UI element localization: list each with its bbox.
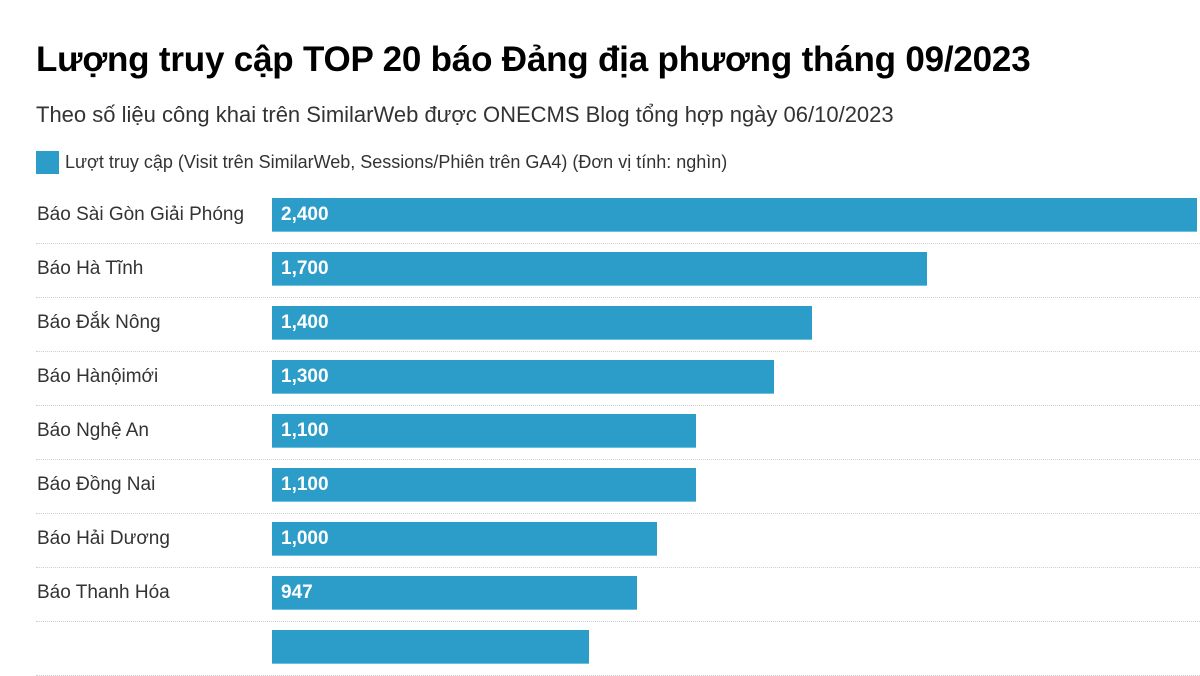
bar-value-label: 2,400 — [281, 204, 329, 225]
bar-row: Báo Đồng Nai 1,100 — [36, 460, 1200, 514]
bar[interactable]: 947 — [272, 576, 637, 610]
chart-title: Lượng truy cập TOP 20 báo Đảng địa phươn… — [36, 40, 1031, 79]
bar-category-label: Báo Sài Gòn Giải Phóng — [37, 204, 245, 225]
bar-category-label: Báo Nghệ An — [37, 420, 149, 441]
bar-row: Báo Hải Dương 1,000 — [36, 514, 1200, 568]
bar-row: Báo Hà Tĩnh 1,700 — [36, 244, 1200, 298]
bar-value-label: 1,100 — [281, 420, 329, 441]
bar-row: Báo Nghệ An 1,100 — [36, 406, 1200, 460]
bar-chart: Báo Sài Gòn Giải Phóng 2,400 Báo Hà Tĩnh… — [36, 190, 1200, 676]
bar[interactable] — [272, 630, 589, 664]
bar-value-label: 947 — [281, 582, 313, 603]
bar-value-label: 1,400 — [281, 312, 329, 333]
bar-category-label: Báo Hà Tĩnh — [37, 258, 144, 279]
legend-swatch-icon — [36, 151, 59, 174]
bar[interactable]: 1,300 — [272, 360, 774, 394]
bar-category-label: Báo Hải Dương — [37, 528, 170, 549]
bar-value-label: 1,100 — [281, 474, 329, 495]
bar-category-label: Báo Đồng Nai — [37, 474, 156, 495]
bar-category-label: Báo Hànộimới — [37, 366, 159, 387]
bar-row-partial — [36, 622, 1200, 676]
bar-value-label: 1,000 — [281, 528, 329, 549]
bar-category-label: Báo Thanh Hóa — [37, 582, 170, 603]
bar[interactable]: 1,000 — [272, 522, 657, 556]
bar-row: Báo Sài Gòn Giải Phóng 2,400 — [36, 190, 1200, 244]
bar-row: Báo Hànộimới 1,300 — [36, 352, 1200, 406]
bar-row: Báo Đắk Nông 1,400 — [36, 298, 1200, 352]
bar-row: Báo Thanh Hóa 947 — [36, 568, 1200, 622]
bar-value-label: 1,700 — [281, 258, 329, 279]
bar[interactable]: 1,100 — [272, 414, 696, 448]
bar[interactable]: 1,700 — [272, 252, 927, 286]
bar[interactable]: 2,400 — [272, 198, 1197, 232]
legend: Lượt truy cập (Visit trên SimilarWeb, Se… — [36, 151, 727, 174]
bar-category-label: Báo Đắk Nông — [37, 312, 161, 333]
bar-value-label: 1,300 — [281, 366, 329, 387]
chart-subtitle: Theo số liệu công khai trên SimilarWeb đ… — [36, 102, 894, 127]
bar[interactable]: 1,400 — [272, 306, 812, 340]
legend-label: Lượt truy cập (Visit trên SimilarWeb, Se… — [65, 152, 728, 172]
bar[interactable]: 1,100 — [272, 468, 696, 502]
